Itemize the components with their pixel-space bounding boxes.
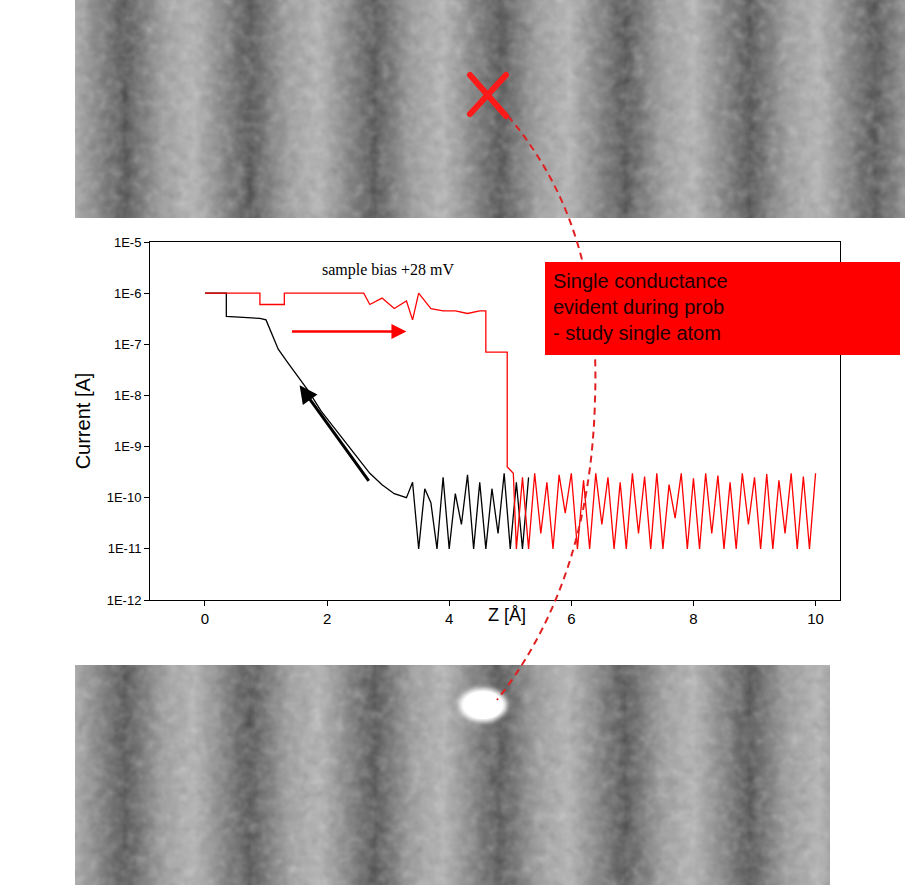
- svg-text:sample bias +28 mV: sample bias +28 mV: [322, 261, 455, 279]
- svg-text:1E-11: 1E-11: [108, 541, 142, 556]
- svg-text:2: 2: [323, 610, 331, 627]
- svg-text:1E-9: 1E-9: [114, 439, 141, 454]
- svg-text:1E-5: 1E-5: [114, 235, 141, 250]
- svg-text:0: 0: [201, 610, 209, 627]
- svg-text:6: 6: [567, 610, 575, 627]
- svg-text:1E-7: 1E-7: [114, 337, 141, 352]
- svg-text:10: 10: [807, 610, 824, 627]
- svg-text:1E-10: 1E-10: [107, 490, 142, 505]
- svg-text:1E-12: 1E-12: [107, 593, 142, 608]
- svg-text:4: 4: [445, 610, 453, 627]
- html-text:evident during prob: evident during prob: [553, 296, 725, 318]
- svg-text:Z [Å]: Z [Å]: [488, 605, 526, 625]
- svg-text:Current [A]: Current [A]: [72, 373, 94, 470]
- html-text:- study single atom: - study single atom: [553, 322, 721, 344]
- svg-text:1E-6: 1E-6: [114, 286, 141, 301]
- svg-text:1E-8: 1E-8: [114, 388, 141, 403]
- svg-text:8: 8: [689, 610, 697, 627]
- html-text:Single conductance: Single conductance: [553, 270, 728, 292]
